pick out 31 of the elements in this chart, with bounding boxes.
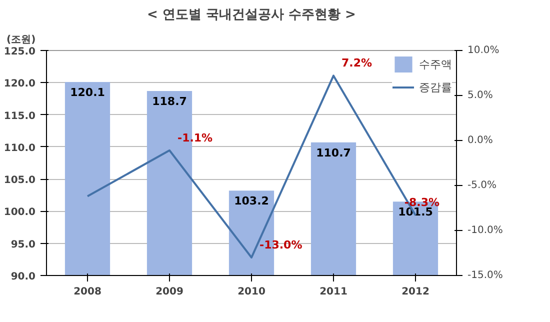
x-tick-label: 2008 xyxy=(74,286,102,298)
data-label: 118.7 xyxy=(152,95,187,108)
x-tick-label: 2012 xyxy=(402,286,430,298)
data-label: 103.2 xyxy=(234,194,269,208)
y2-tick-label: 0.0% xyxy=(468,135,493,146)
data-label: 7.2% xyxy=(342,56,372,70)
y2-tick-label: 10.0% xyxy=(468,45,500,56)
data-label: 101.5 xyxy=(398,206,433,219)
x-tick-label: 2011 xyxy=(320,286,348,298)
y2-tick-label: -10.0% xyxy=(468,225,503,236)
y-tick-label: 95.0 xyxy=(10,239,36,250)
y2-tick-label: -5.0% xyxy=(468,180,497,191)
y-axis-title: (조원) xyxy=(6,34,36,46)
legend-label: 수주액 xyxy=(419,56,452,72)
y2-tick-label: -15.0% xyxy=(468,270,503,281)
data-label: 120.1 xyxy=(70,86,105,99)
data-label: -13.0% xyxy=(260,238,302,252)
data-label: 110.7 xyxy=(316,146,351,160)
y-tick-label: 105.0 xyxy=(4,175,36,186)
y-tick-label: 110.0 xyxy=(4,142,36,154)
chart-title: < 연도별 국내건설공사 수주현황 > xyxy=(147,8,356,22)
y-tick-label: 115.0 xyxy=(4,110,36,122)
y-tick-label: 120.0 xyxy=(4,78,36,90)
y2-tick-label: 5.0% xyxy=(468,90,493,101)
legend-label: 증감률 xyxy=(419,80,452,94)
x-tick-label: 2010 xyxy=(238,286,266,298)
y-tick-label: 90.0 xyxy=(10,272,36,282)
x-tick-label: 2009 xyxy=(156,286,184,298)
y-tick-label: 100.0 xyxy=(4,207,36,218)
data-label: -1.1% xyxy=(178,131,213,144)
y-tick-label: 125.0 xyxy=(4,46,36,58)
